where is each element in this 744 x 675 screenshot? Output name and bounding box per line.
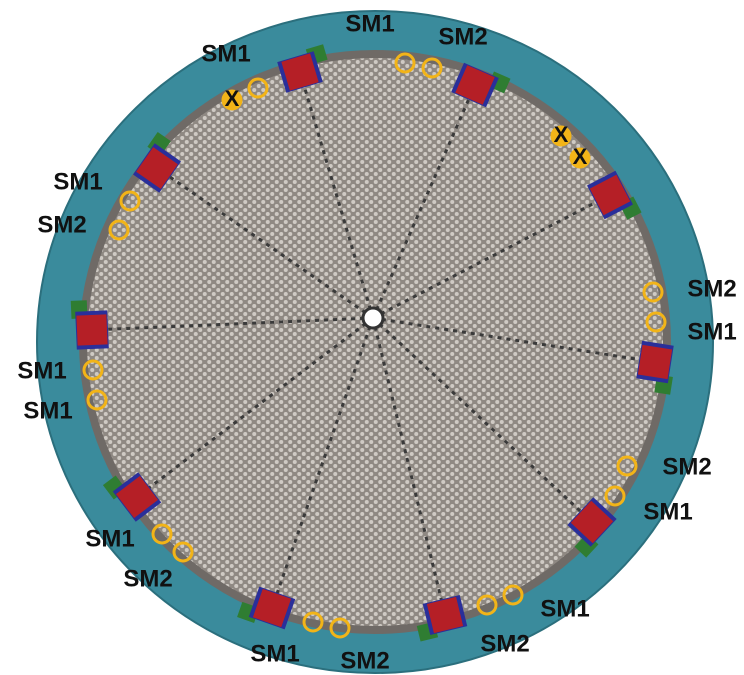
- module-red: [115, 475, 159, 519]
- marked-tube: [221, 89, 243, 111]
- module-label: SM2: [340, 647, 389, 674]
- marked-tube: [329, 617, 351, 639]
- marked-tube: [86, 389, 108, 411]
- tube-disk: [87, 58, 663, 626]
- module: [237, 586, 296, 630]
- spokes: [91, 71, 656, 616]
- dead-marker: X: [225, 86, 240, 111]
- marked-tube: [476, 594, 498, 616]
- module-label: SM2: [123, 565, 172, 592]
- marked-tube: [394, 52, 416, 74]
- marked-tube: [502, 584, 524, 606]
- spoke: [372, 316, 656, 364]
- marked-tube: [616, 455, 638, 477]
- module-red: [281, 53, 319, 91]
- labels: SM1 SM1 SM2 SM1 SM2 SM2 SM1 SM1 SM1 SM2 SM1 SM1 SM2 S…: [17, 10, 736, 674]
- marked-tube: [642, 281, 664, 303]
- module-label: SM1: [85, 525, 134, 552]
- marked-tube: [421, 57, 443, 79]
- marked-tube: [119, 190, 141, 212]
- module-red: [570, 500, 614, 544]
- marked-tube: [645, 311, 667, 333]
- spoke: [156, 166, 374, 320]
- module: [102, 472, 162, 522]
- marked-tube: [108, 219, 130, 241]
- modules: [70, 44, 674, 642]
- marked-tube: [550, 125, 572, 147]
- marked-tube: [569, 147, 591, 169]
- module-label: SM1: [53, 168, 102, 195]
- spoke: [136, 316, 374, 499]
- spoke: [298, 71, 375, 319]
- module-red: [589, 174, 631, 216]
- module-label: SM1: [687, 318, 736, 345]
- module: [277, 44, 328, 93]
- center-hole: [361, 306, 385, 330]
- marked-tube: [247, 77, 269, 99]
- module-label: SM1: [345, 10, 394, 37]
- module-label: SM2: [37, 211, 86, 238]
- module: [416, 594, 468, 642]
- module-label: SM1: [540, 595, 589, 622]
- dead-tube: [224, 92, 240, 108]
- spoke: [371, 84, 477, 319]
- module: [587, 170, 642, 220]
- dead-marker: X: [554, 122, 569, 147]
- module: [133, 131, 181, 193]
- module-label: SM2: [438, 23, 487, 50]
- dead-tube: [553, 128, 569, 144]
- module-label: SM2: [480, 630, 529, 657]
- module-red: [637, 344, 673, 380]
- spoke: [371, 317, 447, 616]
- module-label: SM1: [643, 498, 692, 525]
- module-label: SM1: [17, 357, 66, 384]
- marked-tube: [604, 485, 626, 507]
- dead-marker: X: [573, 144, 588, 169]
- dead-tube: [572, 150, 588, 166]
- module-red: [136, 147, 178, 189]
- module: [636, 340, 674, 395]
- module-label: SM1: [250, 640, 299, 667]
- module-label: SM1: [201, 40, 250, 67]
- module-red: [76, 314, 108, 346]
- module-red: [455, 65, 495, 105]
- module: [70, 300, 109, 350]
- marked-tubes: [82, 52, 667, 639]
- module-label: SM1: [23, 397, 72, 424]
- marked-tube: [172, 541, 194, 563]
- marked-tube: [82, 359, 104, 381]
- module-red: [426, 596, 464, 634]
- module-label: SM2: [687, 275, 736, 302]
- spoke: [270, 317, 375, 609]
- spoke: [91, 316, 374, 332]
- module: [451, 62, 511, 108]
- marked-tube: [151, 523, 173, 545]
- module: [567, 497, 617, 558]
- module-label: SM2: [662, 453, 711, 480]
- module-red: [252, 588, 292, 628]
- marked-tube: [302, 611, 324, 633]
